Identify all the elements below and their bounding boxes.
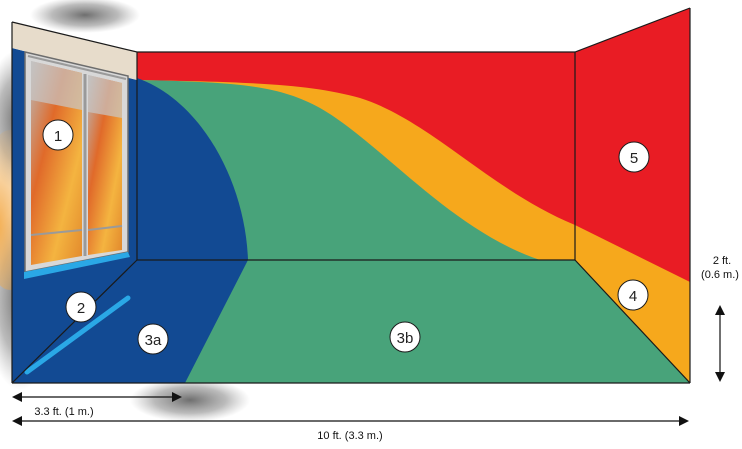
dimension-label-near-window: 3.3 ft. (1 m.) bbox=[34, 406, 93, 418]
zone-marker-3b: 3b bbox=[389, 321, 421, 353]
zone-label-2: 2 bbox=[77, 300, 85, 317]
dimension-near-window: 3.3 ft. (1 m.) bbox=[12, 392, 182, 418]
zone-marker-3a: 3a bbox=[137, 323, 169, 355]
floor-zone-3a bbox=[12, 260, 248, 383]
dimension-band-height: 2 ft. (0.6 m.) bbox=[701, 255, 739, 382]
floor-edge-highlight bbox=[24, 295, 131, 375]
zone-marker-5: 5 bbox=[618, 141, 650, 173]
zone-label-3b: 3b bbox=[397, 330, 414, 347]
zone-label-4: 4 bbox=[629, 288, 637, 305]
window bbox=[24, 51, 129, 273]
zone-label-3a: 3a bbox=[145, 332, 162, 349]
zone-marker-1: 1 bbox=[42, 119, 74, 151]
ceiling-strip bbox=[12, 22, 137, 80]
dimension-label-room-depth: 10 ft. (3.3 m.) bbox=[317, 430, 382, 442]
room-outline bbox=[11, 7, 691, 384]
dimension-label-band-height-line2: (0.6 m.) bbox=[701, 269, 739, 281]
back-wall-zone-3a bbox=[137, 78, 248, 260]
zone-marker-4: 4 bbox=[617, 279, 649, 311]
zone-marker-2: 2 bbox=[65, 291, 97, 323]
zone-label-5: 5 bbox=[630, 150, 638, 167]
zone-label-1: 1 bbox=[54, 128, 62, 145]
dimension-label-band-height-line1: 2 ft. bbox=[713, 255, 731, 267]
window-sill bbox=[24, 252, 130, 279]
dimension-room-depth: 10 ft. (3.3 m.) bbox=[12, 416, 689, 442]
